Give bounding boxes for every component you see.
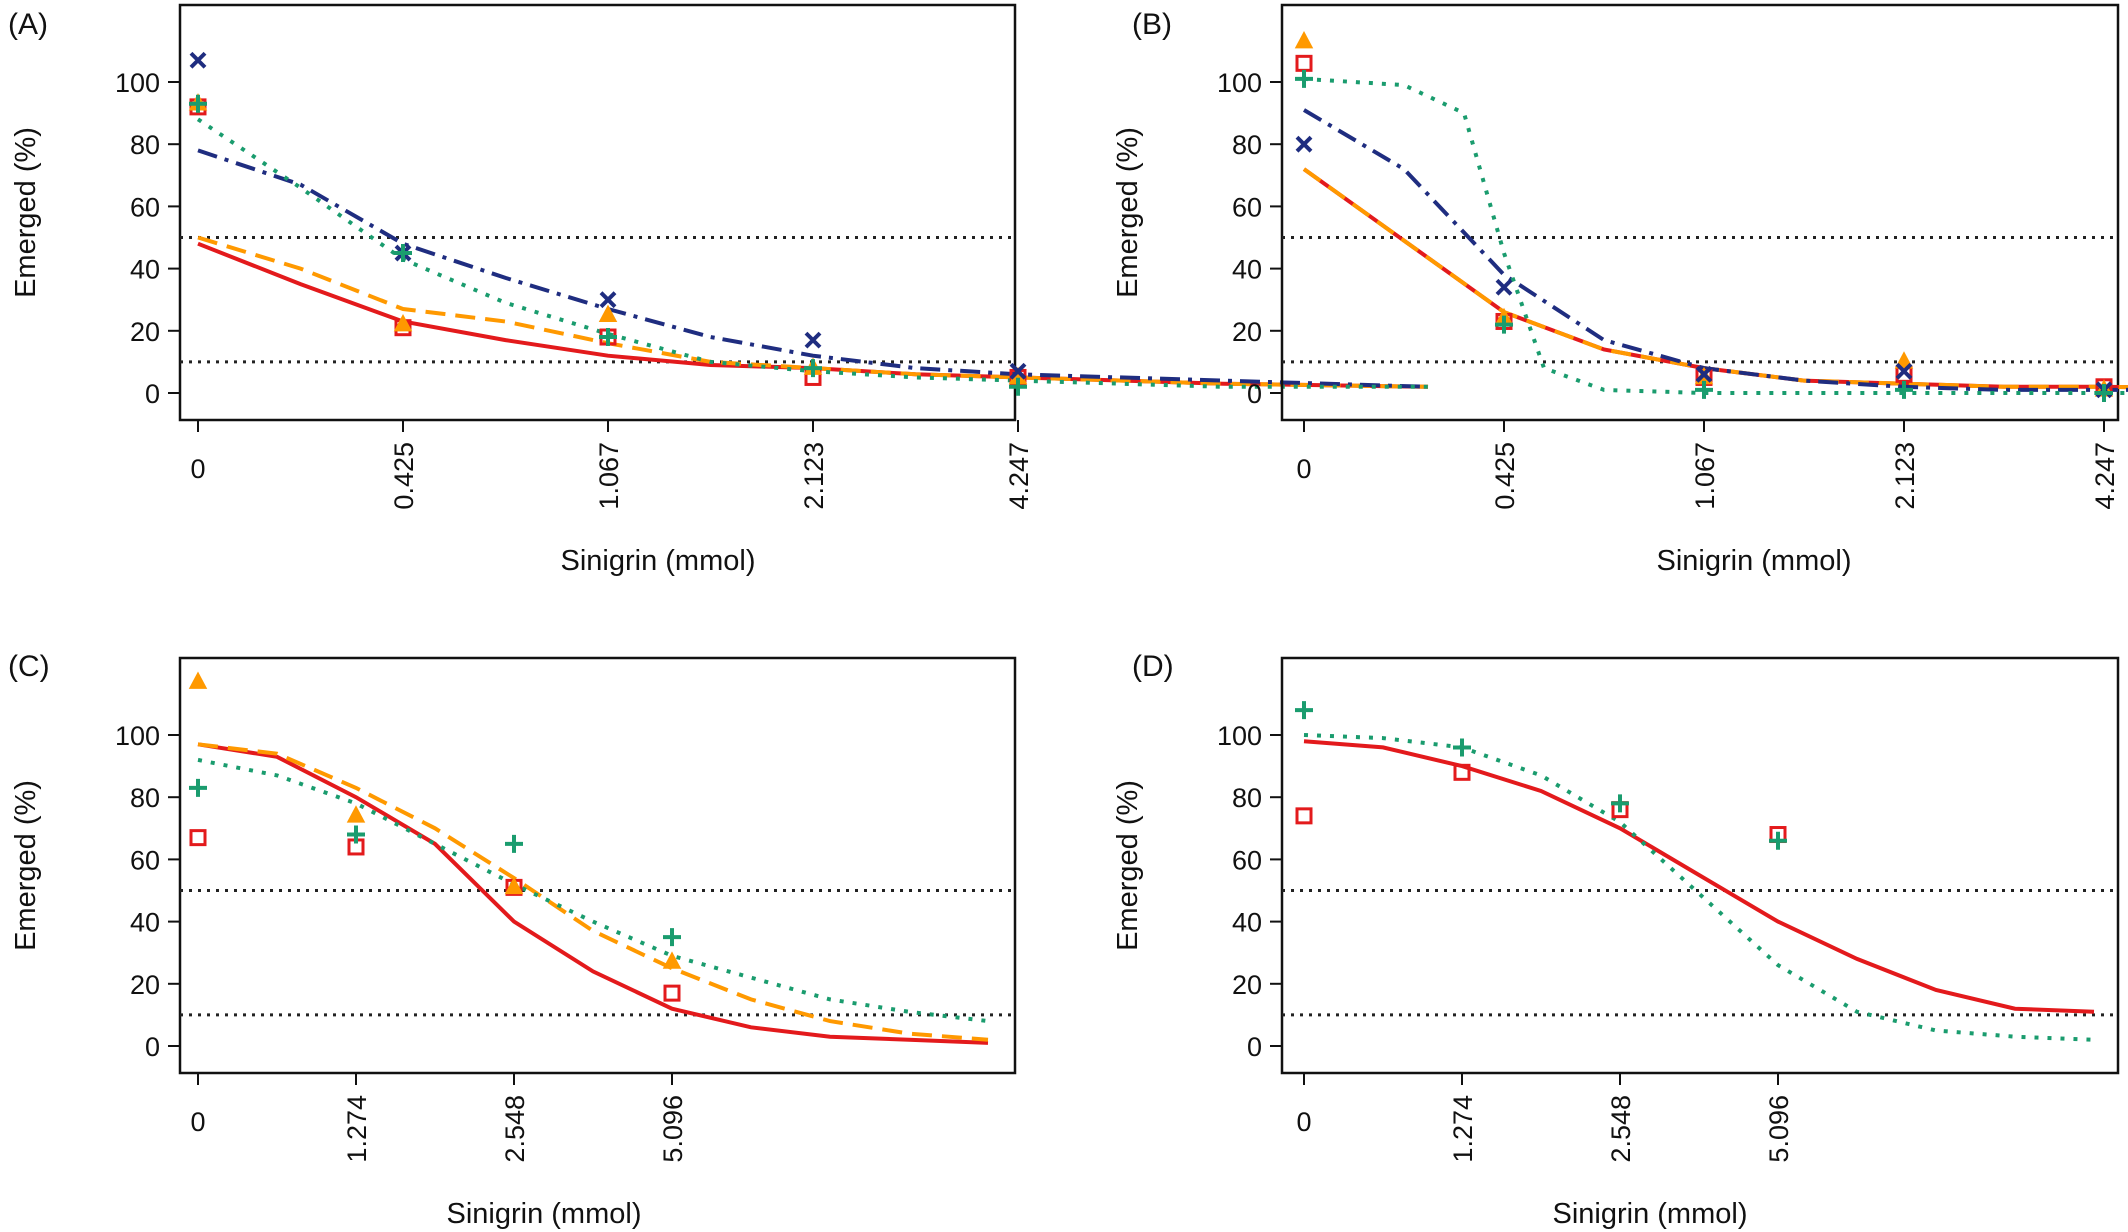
- y-tick-label: 100: [115, 721, 160, 751]
- x-tick-label: 0: [190, 454, 205, 484]
- x-axis-title: Sinigrin (mmol): [561, 545, 756, 577]
- y-axis-title: Emerged (%): [1112, 127, 1144, 298]
- x-tick-label: 4.247: [2090, 442, 2120, 510]
- y-tick-label: 40: [1232, 908, 1262, 938]
- y-tick-label: 40: [130, 908, 160, 938]
- x-tick-label: 2.548: [1606, 1095, 1636, 1163]
- x-tick-label: 0: [1296, 454, 1311, 484]
- plot-frame: [1282, 5, 2118, 420]
- data-point-square: [1297, 809, 1311, 823]
- data-point-cross: [806, 333, 820, 347]
- x-axis-title: Sinigrin (mmol): [1657, 545, 1852, 577]
- x-tick-label: 0.425: [389, 442, 419, 510]
- y-tick-label: 40: [130, 255, 160, 285]
- x-tick-label: 2.123: [799, 442, 829, 510]
- x-tick-label: 1.274: [1448, 1095, 1478, 1163]
- data-point-plus: [505, 835, 523, 853]
- y-tick-label: 20: [1232, 317, 1262, 347]
- figure-four-panel-dose-response: (A) 0 20 40 60 80 100 Emerged (%) 0 0.425 1.067 2.1…: [0, 0, 2128, 1232]
- data-point-plus: [663, 928, 681, 946]
- plot-frame: [180, 658, 1015, 1073]
- y-tick-label: 100: [1217, 721, 1262, 751]
- y-tick-label: 60: [1232, 845, 1262, 875]
- panel-label-c: (C): [8, 650, 50, 683]
- data-point-plus: [1295, 701, 1313, 719]
- y-tick-label: 100: [115, 68, 160, 98]
- plot-frame: [1282, 658, 2118, 1073]
- y-tick-label: 0: [1247, 379, 1262, 409]
- data-point-cross: [1297, 137, 1311, 151]
- chart-panel-b: (B) 0 20 40 60 80 100 Emerged (%) 0 0.425 1.067 2.1…: [1112, 5, 2128, 577]
- fitted-curve-plus: [1304, 79, 2128, 393]
- chart-panel-d: (D) 0 20 40 60 80 100 Emerged (%) 0 1.274 2.548 5.0…: [1112, 650, 2118, 1230]
- data-point-square: [191, 831, 205, 845]
- data-point-plus: [189, 779, 207, 797]
- y-tick-label: 20: [130, 317, 160, 347]
- data-point-triangle: [190, 673, 206, 688]
- x-tick-label: 0: [190, 1107, 205, 1137]
- x-tick-label: 2.548: [500, 1095, 530, 1163]
- plot-frame: [180, 5, 1015, 420]
- x-axis-title: Sinigrin (mmol): [447, 1198, 642, 1230]
- fitted-curve-square: [1304, 741, 2094, 1012]
- data-point-cross: [1497, 280, 1511, 294]
- x-tick-label: 1.274: [342, 1095, 372, 1163]
- y-axis-title: Emerged (%): [10, 780, 42, 951]
- data-point-cross: [601, 293, 615, 307]
- panel-label-b: (B): [1132, 8, 1172, 41]
- data-point-plus: [1453, 738, 1471, 756]
- data-point-square: [665, 986, 679, 1000]
- y-tick-label: 80: [130, 783, 160, 813]
- y-tick-label: 100: [1217, 68, 1262, 98]
- x-tick-label: 1.067: [1690, 442, 1720, 510]
- x-tick-label: 1.067: [594, 442, 624, 510]
- y-tick-label: 0: [145, 379, 160, 409]
- data-point-triangle: [348, 807, 364, 822]
- panel-label-a: (A): [8, 8, 48, 41]
- fitted-curve-square: [1304, 169, 2128, 390]
- x-tick-label: 5.096: [1764, 1095, 1794, 1163]
- y-axis-title: Emerged (%): [10, 127, 42, 298]
- x-tick-label: 0.425: [1490, 442, 1520, 510]
- chart-panel-a: (A) 0 20 40 60 80 100 Emerged (%) 0 0.425 1.067 2.1…: [8, 5, 1428, 577]
- fitted-curve-triangle: [198, 744, 988, 1040]
- y-tick-label: 20: [1232, 970, 1262, 1000]
- x-tick-label: 4.247: [1004, 442, 1034, 510]
- y-tick-label: 80: [130, 130, 160, 160]
- y-tick-label: 0: [145, 1032, 160, 1062]
- data-point-cross: [191, 53, 205, 67]
- y-tick-label: 60: [1232, 192, 1262, 222]
- chart-panel-c: (C) 0 20 40 60 80 100 Emerged (%) 0 1.274 2.548 5.0…: [8, 650, 1015, 1230]
- y-axis-title: Emerged (%): [1112, 780, 1144, 951]
- y-tick-label: 80: [1232, 130, 1262, 160]
- y-tick-label: 60: [130, 192, 160, 222]
- x-tick-label: 5.096: [658, 1095, 688, 1163]
- x-tick-label: 0: [1296, 1107, 1311, 1137]
- fitted-curve-plus: [1304, 735, 2094, 1040]
- y-tick-label: 60: [130, 845, 160, 875]
- y-tick-label: 0: [1247, 1032, 1262, 1062]
- fitted-curve-cross: [1304, 110, 2128, 390]
- y-tick-label: 20: [130, 970, 160, 1000]
- x-tick-label: 2.123: [1890, 442, 1920, 510]
- y-tick-label: 40: [1232, 255, 1262, 285]
- y-tick-label: 80: [1232, 783, 1262, 813]
- fitted-curve-triangle: [1304, 169, 2128, 390]
- data-point-triangle: [1296, 33, 1312, 48]
- x-axis-title: Sinigrin (mmol): [1553, 1198, 1748, 1230]
- data-point-square: [1297, 56, 1311, 70]
- panel-label-d: (D): [1132, 650, 1174, 683]
- data-point-plus: [1295, 70, 1313, 88]
- fitted-curve-square: [198, 744, 988, 1043]
